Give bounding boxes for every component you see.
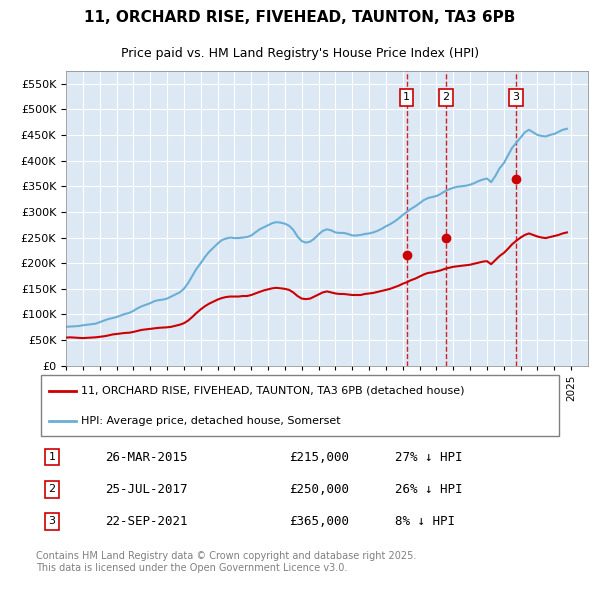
Text: 3: 3 — [512, 93, 520, 102]
Text: 8% ↓ HPI: 8% ↓ HPI — [395, 515, 455, 528]
Text: 11, ORCHARD RISE, FIVEHEAD, TAUNTON, TA3 6PB: 11, ORCHARD RISE, FIVEHEAD, TAUNTON, TA3… — [85, 10, 515, 25]
Text: 11, ORCHARD RISE, FIVEHEAD, TAUNTON, TA3 6PB (detached house): 11, ORCHARD RISE, FIVEHEAD, TAUNTON, TA3… — [81, 386, 464, 396]
Text: £250,000: £250,000 — [289, 483, 349, 496]
Text: 22-SEP-2021: 22-SEP-2021 — [104, 515, 187, 528]
Text: 2: 2 — [442, 93, 449, 102]
Text: 1: 1 — [403, 93, 410, 102]
Text: Price paid vs. HM Land Registry's House Price Index (HPI): Price paid vs. HM Land Registry's House … — [121, 47, 479, 60]
Text: Contains HM Land Registry data © Crown copyright and database right 2025.
This d: Contains HM Land Registry data © Crown c… — [36, 551, 416, 573]
FancyBboxPatch shape — [41, 375, 559, 436]
Text: HPI: Average price, detached house, Somerset: HPI: Average price, detached house, Some… — [81, 415, 341, 425]
Text: 25-JUL-2017: 25-JUL-2017 — [104, 483, 187, 496]
Text: 2: 2 — [48, 484, 55, 494]
Text: £215,000: £215,000 — [289, 451, 349, 464]
Text: 26% ↓ HPI: 26% ↓ HPI — [395, 483, 463, 496]
Text: 1: 1 — [49, 452, 55, 462]
Text: 27% ↓ HPI: 27% ↓ HPI — [395, 451, 463, 464]
Text: 26-MAR-2015: 26-MAR-2015 — [104, 451, 187, 464]
Text: 3: 3 — [49, 516, 55, 526]
Text: £365,000: £365,000 — [289, 515, 349, 528]
FancyBboxPatch shape — [41, 441, 559, 536]
